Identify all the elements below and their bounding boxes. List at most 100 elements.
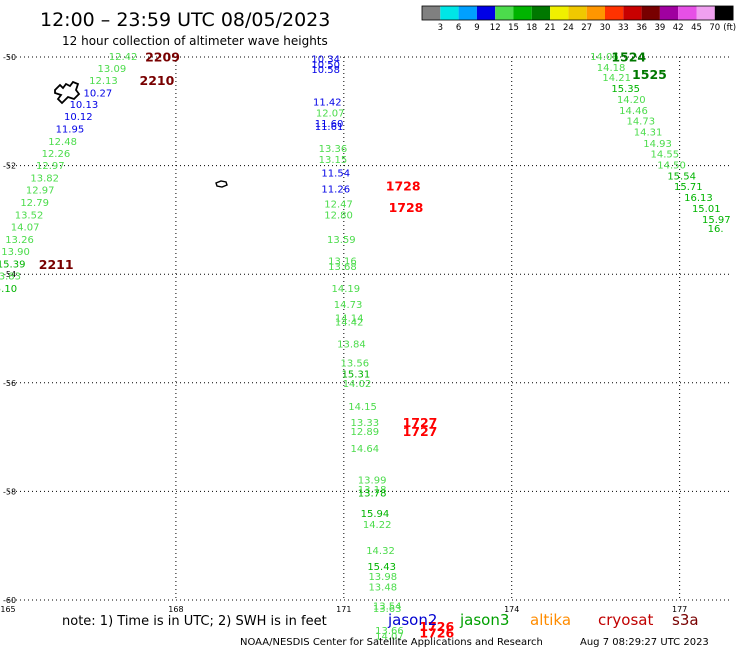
wave-height-label: 14.31	[634, 127, 663, 138]
color-scale: 3 6 9 12 15 18 21 24 27 30 33 36 39 42 45 70 (ft)	[421, 5, 736, 33]
scale-swatch	[659, 6, 679, 20]
wave-height-label: 12.79	[20, 198, 49, 209]
wave-height-label: 13.78	[358, 488, 387, 499]
x-tick-label: 177	[672, 605, 687, 614]
wave-height-label: 14.14	[335, 314, 364, 325]
wave-height-label: 11.54	[321, 169, 350, 180]
wave-height-label: 15.54	[667, 171, 696, 182]
grid	[8, 56, 730, 601]
scale-value-label: 21	[545, 23, 556, 33]
time-label: 1524	[611, 49, 646, 64]
wave-height-label: 16.	[708, 224, 724, 235]
wave-height-label: 14.73	[626, 117, 655, 128]
wave-height-label: 14.07	[11, 222, 40, 233]
wave-height-label: 14.46	[619, 106, 648, 117]
scale-swatch	[495, 6, 514, 20]
scale-swatch	[476, 6, 496, 20]
scale-swatch	[513, 6, 532, 20]
satellite-legend-s3a: s3a	[672, 611, 699, 629]
wave-height-label: 12.13	[89, 76, 118, 87]
scale-value-label: 3	[438, 23, 443, 33]
scale-value-label: 33	[618, 23, 629, 33]
time-label: 1728	[386, 179, 421, 194]
wave-height-label: 15.10	[0, 284, 17, 295]
wave-height-label: 10.27	[84, 88, 113, 99]
scale-swatch	[422, 6, 441, 20]
chart-subtitle: 12 hour collection of altimeter wave hei…	[62, 34, 328, 48]
wave-height-label: 13.83	[0, 271, 21, 282]
wave-height-label: 13.84	[337, 340, 366, 351]
wave-height-label: 13.33	[351, 418, 380, 429]
wave-height-label: 14.73	[334, 300, 363, 311]
scale-swatch	[531, 6, 551, 20]
time-label: 2211	[39, 257, 74, 272]
wave-height-label: 12.97	[26, 185, 55, 196]
scale-value-label: 36	[636, 23, 647, 33]
wave-height-label: 10.13	[70, 100, 99, 111]
scale-swatch	[586, 6, 605, 20]
time-label: 1525	[632, 67, 667, 82]
time-label: 2210	[140, 73, 175, 88]
scale-swatch	[605, 6, 624, 20]
scale-border	[421, 5, 734, 21]
satellite-legend: jason2 jason3 altika cryosat s3a	[387, 611, 699, 629]
wave-height-label: 15.43	[367, 562, 396, 573]
wave-height-label: 13.59	[327, 235, 356, 246]
axis-ticks: 165 168 171 174 177 -50 -52 -54 -56 -58 -60	[0, 53, 687, 614]
time-label: 1726	[419, 619, 454, 634]
scale-value-label: 15	[508, 23, 519, 33]
time-label: 1727	[403, 415, 438, 430]
wave-height-label: 14.42	[335, 317, 364, 328]
wave-height-label: 14.20	[617, 95, 646, 106]
wave-height-label: 15.35	[611, 84, 640, 95]
wave-height-label: 14.64	[351, 444, 380, 455]
scale-value-label: 45	[691, 23, 702, 33]
scale-swatch	[641, 6, 660, 20]
footer-timestamp: Aug 7 08:29:27 UTC 2023	[580, 637, 709, 648]
scale-swatch	[550, 6, 569, 20]
footnote: note: 1) Time is in UTC; 2) SWH is in fe…	[62, 614, 327, 629]
scale-value-label: 39	[654, 23, 665, 33]
scale-swatch	[568, 6, 587, 20]
wave-height-label: 14.22	[363, 520, 392, 531]
x-tick-label: 165	[0, 605, 15, 614]
wave-height-label: 15.31	[342, 370, 371, 381]
wave-height-label: 13.99	[358, 475, 387, 486]
x-tick-label: 168	[168, 605, 183, 614]
wave-height-label: 13.18	[358, 485, 387, 496]
satellite-legend-altika: altika	[530, 611, 571, 629]
y-tick-label: -60	[3, 596, 16, 605]
wave-height-label: 13.16	[328, 257, 357, 268]
x-tick-label: 174	[504, 605, 519, 614]
wave-height-label: 14.50	[657, 161, 686, 172]
wave-height-label: 12.42	[109, 52, 138, 63]
scale-swatch	[458, 6, 477, 20]
scale-value-label: 24	[563, 23, 574, 33]
wave-height-label: 10.58	[311, 65, 340, 76]
scale-swatch	[678, 6, 697, 20]
wave-height-label: 15.71	[674, 182, 703, 193]
scale-value-label: 18	[526, 23, 537, 33]
y-tick-label: -50	[3, 53, 16, 62]
wave-height-label: 11.26	[321, 184, 350, 195]
wave-height-label: 13.82	[30, 174, 59, 185]
satellite-legend-jason3: jason3	[459, 611, 509, 629]
wave-height-label: 11.42	[313, 98, 342, 109]
scale-value-label: 12	[490, 23, 501, 33]
scale-swatch	[623, 6, 642, 20]
wave-height-label: 14.55	[651, 150, 680, 161]
satellite-legend-cryosat: cryosat	[598, 611, 653, 629]
wave-height-label: 13.54	[373, 601, 402, 612]
wave-height-label: 14.19	[332, 284, 361, 295]
scale-value-label: 30	[600, 23, 611, 33]
wave-height-label: 13.26	[5, 235, 34, 246]
wave-height-label: 12.26	[42, 149, 71, 160]
wave-height-label: 12.48	[48, 137, 77, 148]
wave-height-label: 15.94	[361, 509, 390, 520]
wave-height-label: 10.50	[311, 60, 340, 71]
wave-height-label: 13.68	[328, 262, 357, 273]
wave-height-label: 13.36	[319, 144, 348, 155]
wave-height-label: 15.01	[692, 204, 721, 215]
